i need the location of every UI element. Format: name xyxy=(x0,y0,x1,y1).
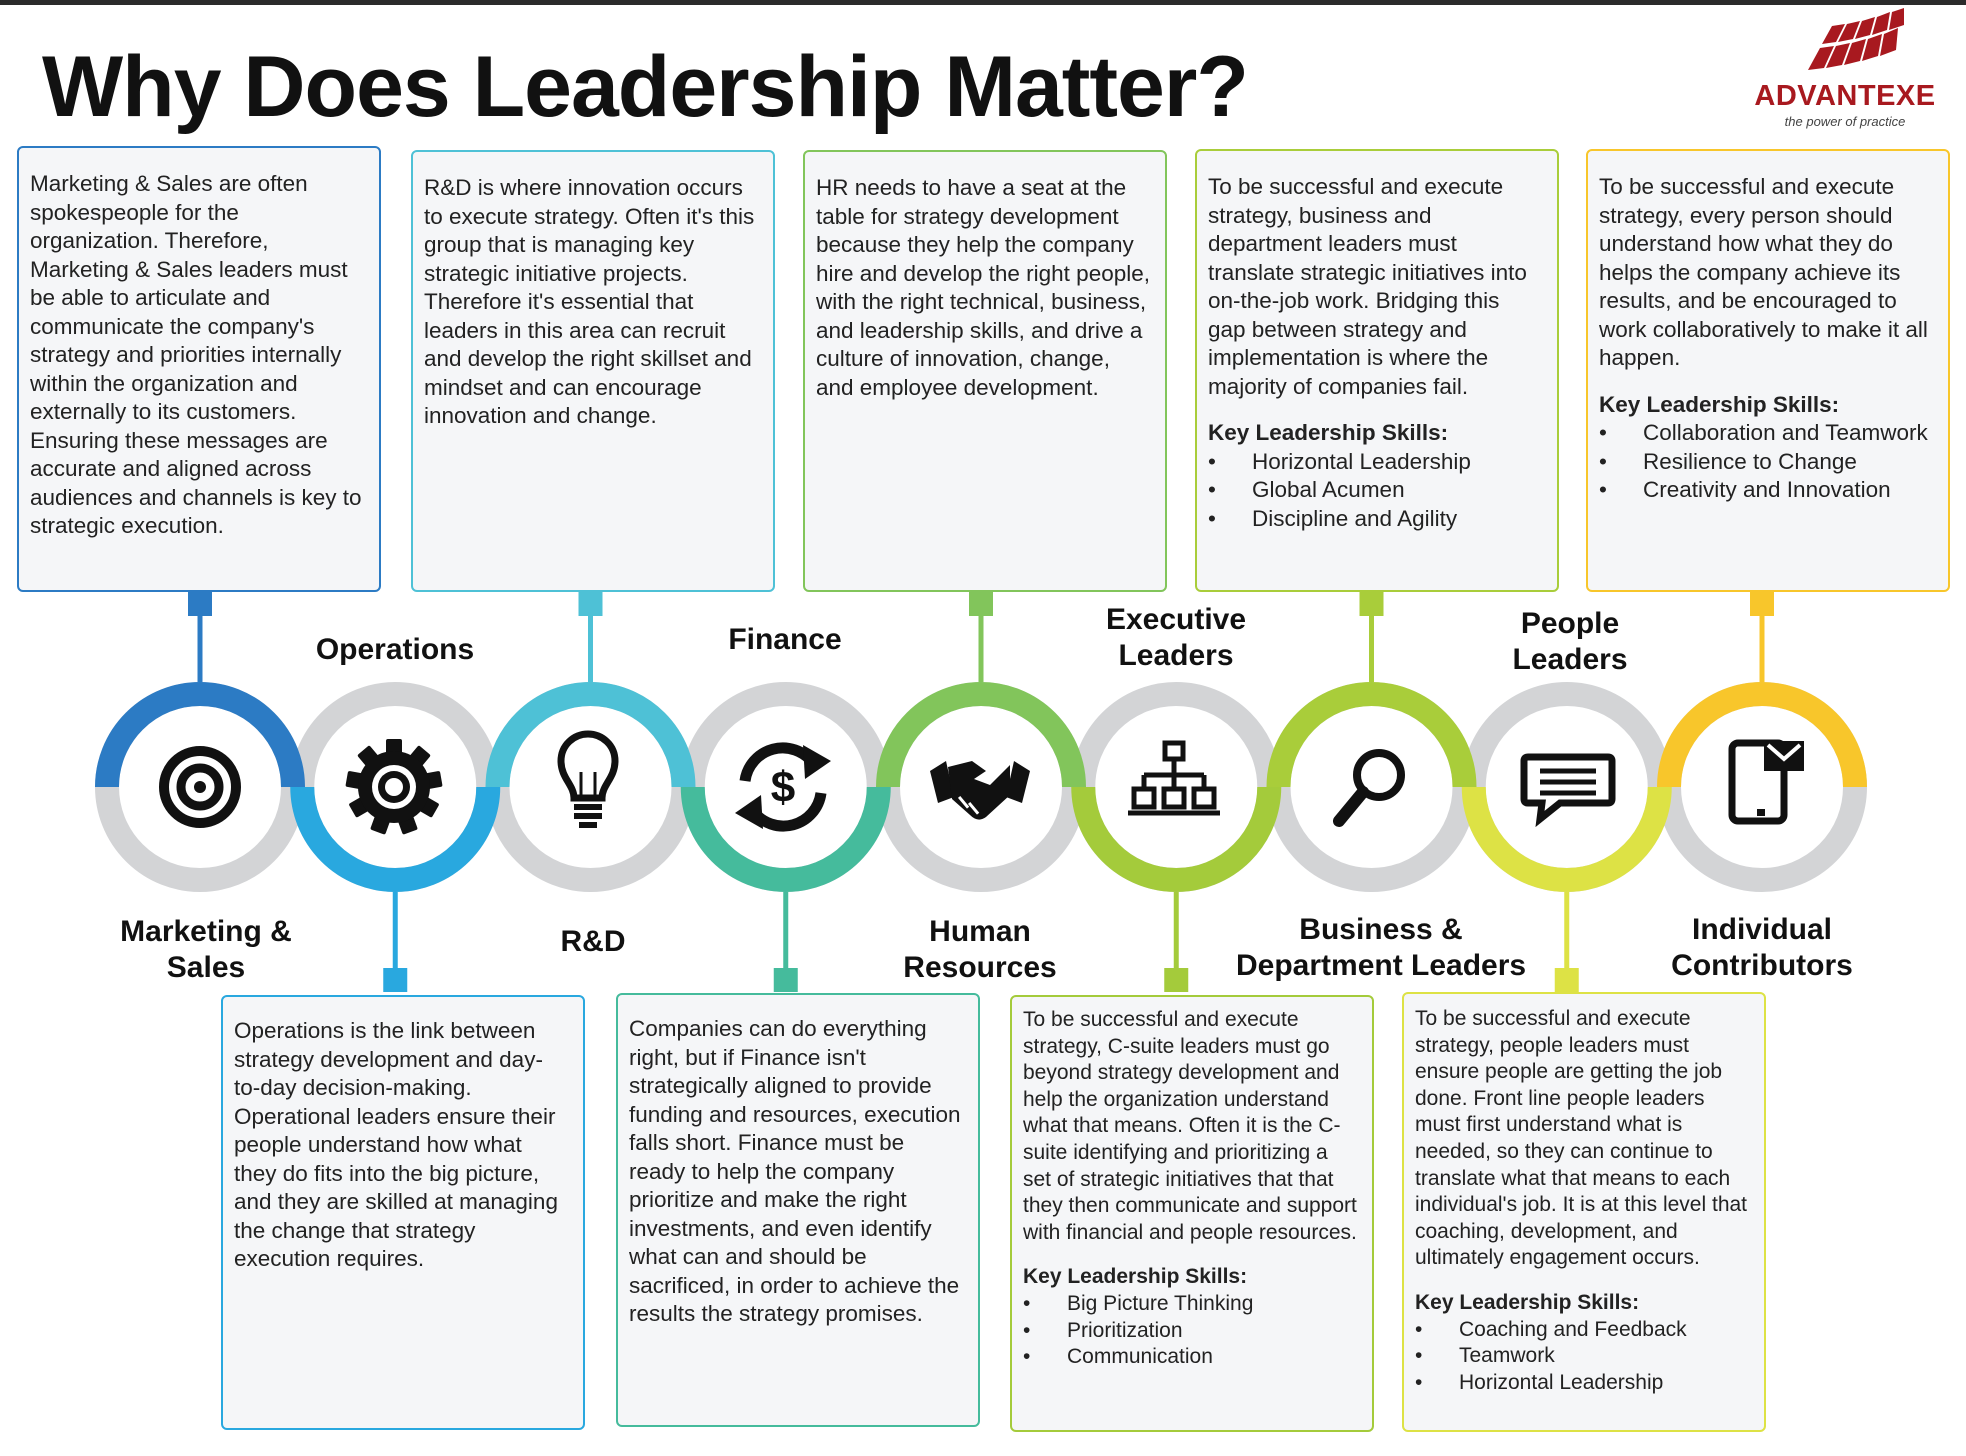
gear-icon xyxy=(345,739,443,835)
connector-stem xyxy=(588,592,593,694)
business-department-leaders-box: To be successful and execute strategy, b… xyxy=(1195,149,1559,592)
lightbulb-icon xyxy=(557,730,619,828)
skill-item: Prioritization xyxy=(1023,1318,1358,1345)
box-text: HR needs to have a seat at the table for… xyxy=(816,175,1150,400)
dollar-cycle-icon: $ xyxy=(735,742,831,832)
skills-title: Key Leadership Skills: xyxy=(1415,1290,1640,1314)
logo-name: ADVANTEXE xyxy=(1754,80,1936,112)
connector-node xyxy=(383,968,408,992)
connector-stem xyxy=(392,880,398,992)
ring-arc xyxy=(290,786,501,892)
box-text: To be successful and execute strategy, C… xyxy=(1023,1008,1357,1244)
connector-node xyxy=(1554,968,1579,992)
label-human-resources: Human Resources xyxy=(903,915,1057,984)
skill-item: Horizontal Leadership xyxy=(1415,1370,1750,1397)
connector-stem xyxy=(197,592,203,694)
advantexe-logo: ADVANTEXE the power of practice xyxy=(1750,8,1940,133)
skills-list: Coaching and Feedback Teamwork Horizonta… xyxy=(1415,1317,1750,1397)
logo-grid-icon xyxy=(1808,8,1904,70)
ring-arc xyxy=(95,682,305,788)
skill-item: Teamwork xyxy=(1415,1343,1750,1370)
box-text: Marketing & Sales are often spokespeople… xyxy=(30,171,362,538)
human-resources-box: HR needs to have a seat at the table for… xyxy=(803,150,1167,592)
connector-node xyxy=(969,592,993,616)
skill-item: Global Acumen xyxy=(1208,476,1543,505)
finance-box: Companies can do everything right, but i… xyxy=(616,993,980,1427)
skill-item: Creativity and Innovation xyxy=(1599,476,1934,505)
connector-stem xyxy=(1759,592,1765,694)
skill-item: Horizontal Leadership xyxy=(1208,448,1543,477)
label-people-leaders: People Leaders xyxy=(1512,607,1628,676)
connector-stem xyxy=(1564,880,1570,992)
svg-text:$: $ xyxy=(771,763,795,812)
operations-box: Operations is the link between strategy … xyxy=(221,995,585,1430)
skills-title: Key Leadership Skills: xyxy=(1599,391,1840,417)
label-operations: Operations xyxy=(315,633,475,666)
org-chart-icon xyxy=(1128,740,1220,816)
connector-node xyxy=(773,968,798,992)
box-text: To be successful and execute strategy, b… xyxy=(1208,174,1527,399)
label-individual-contributors: Individual Contributors xyxy=(1671,913,1853,982)
ring-arc xyxy=(1657,682,1867,788)
ring-arc xyxy=(485,682,696,788)
connector-stem xyxy=(1369,592,1374,694)
skills-list: Collaboration and Teamwork Resilience to… xyxy=(1599,419,1934,505)
connector-node xyxy=(1359,592,1384,616)
skills-list: Big Picture Thinking Prioritization Comm… xyxy=(1023,1291,1358,1371)
skill-item: Collaboration and Teamwork xyxy=(1599,419,1934,448)
connector-stem xyxy=(783,880,789,992)
handshake-icon xyxy=(930,761,1030,820)
rd-box: R&D is where innovation occurs to execut… xyxy=(411,150,775,592)
rings xyxy=(95,682,1867,892)
ring-arc xyxy=(680,786,891,892)
box-text: Operations is the link between strategy … xyxy=(234,1018,558,1271)
marketing-sales-box: Marketing & Sales are often spokespeople… xyxy=(17,146,381,592)
executive-leaders-box: To be successful and execute strategy, C… xyxy=(1010,995,1374,1432)
ring-arc xyxy=(876,682,1086,788)
skill-item: Big Picture Thinking xyxy=(1023,1291,1358,1318)
ring-arc xyxy=(1071,786,1282,892)
connectors xyxy=(188,592,1774,992)
people-leaders-box: To be successful and execute strategy, p… xyxy=(1402,992,1766,1432)
box-text: R&D is where innovation occurs to execut… xyxy=(424,175,755,428)
individual-contributors-box: To be successful and execute strategy, e… xyxy=(1586,149,1950,592)
ring-arc xyxy=(1461,786,1672,892)
label-business-department-leaders: Business & Department Leaders xyxy=(1236,913,1527,982)
label-executive-leaders: Executive Leaders xyxy=(1105,603,1247,672)
skills-title: Key Leadership Skills: xyxy=(1023,1265,1248,1289)
top-border xyxy=(0,0,1966,5)
page-title: Why Does Leadership Matter? xyxy=(42,39,1249,135)
connector-node xyxy=(188,592,212,616)
label-marketing-sales: Marketing & Sales xyxy=(120,915,292,984)
skill-item: Resilience to Change xyxy=(1599,448,1934,477)
skill-item: Communication xyxy=(1023,1344,1358,1371)
box-text: To be successful and execute strategy, p… xyxy=(1415,1007,1748,1270)
logo-tagline: the power of practice xyxy=(1784,114,1906,129)
skills-list: Horizontal Leadership Global Acumen Disc… xyxy=(1208,448,1543,534)
skill-item: Discipline and Agility xyxy=(1208,505,1543,534)
magnifier-icon xyxy=(1333,749,1405,827)
skills-title: Key Leadership Skills: xyxy=(1208,420,1449,445)
box-text: To be successful and execute strategy, e… xyxy=(1599,174,1928,370)
connector-node xyxy=(1164,968,1189,992)
ring-arc xyxy=(1266,682,1477,788)
chat-icon xyxy=(1520,753,1616,828)
skill-item: Coaching and Feedback xyxy=(1415,1317,1750,1344)
connector-stem xyxy=(978,592,984,694)
label-rd: R&D xyxy=(560,925,626,958)
box-text: Companies can do everything right, but i… xyxy=(629,1016,961,1326)
connector-node xyxy=(578,592,603,616)
target-icon xyxy=(159,746,241,828)
connector-node xyxy=(1750,592,1774,616)
label-finance: Finance xyxy=(728,623,842,656)
tablet-mail-icon xyxy=(1728,739,1804,825)
connector-stem xyxy=(1173,880,1179,992)
